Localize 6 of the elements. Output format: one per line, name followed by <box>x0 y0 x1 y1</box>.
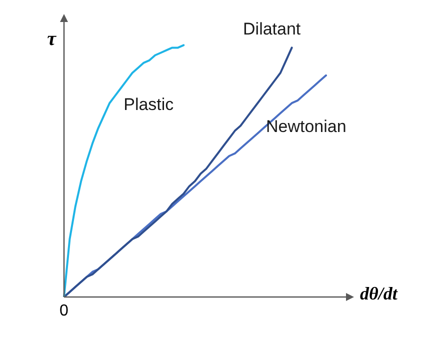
series-label: Newtonian <box>266 117 346 136</box>
x-axis-title: dθ/dt <box>360 284 398 304</box>
series-label: Dilatant <box>243 19 301 38</box>
text: 0 <box>60 302 69 320</box>
series-label: Plastic <box>124 94 174 114</box>
y-axis-title: τ <box>47 28 58 50</box>
